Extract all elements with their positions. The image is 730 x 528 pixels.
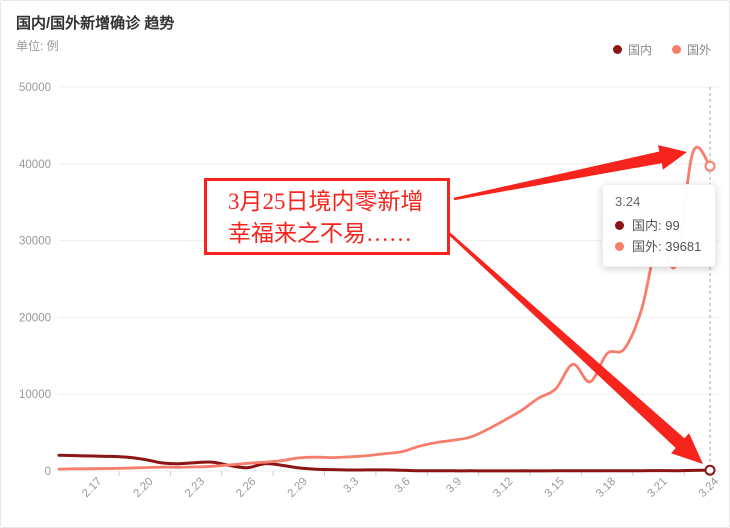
x-axis-label: 2.17 [80, 476, 104, 500]
overseas-dot-icon [615, 242, 624, 251]
x-axis-label: 3.12 [491, 476, 515, 500]
x-axis-label: 2.29 [286, 476, 310, 500]
tooltip-value: 国外: 39681 [632, 239, 702, 254]
domestic-legend-dot-icon [612, 45, 622, 54]
legend-label: 国内 [627, 43, 652, 57]
legend: 国内 国外 [612, 41, 711, 58]
y-axis-label: 0 [45, 466, 51, 478]
x-axis-label: 2.26 [234, 476, 258, 500]
x-axis-label: 2.20 [132, 476, 156, 500]
x-axis-label: 3.18 [594, 476, 618, 500]
x-axis-label: 2.23 [183, 476, 207, 500]
x-axis-label: 3.21 [645, 476, 669, 500]
domestic-dot-icon [615, 221, 624, 230]
series-line-domestic [57, 453, 712, 473]
x-axis-label: 3.3 [342, 476, 362, 496]
tooltip-date: 3.24 [615, 194, 641, 209]
annotation-text-line2: 幸福来之不易…… [228, 221, 412, 246]
legend-item-overseas[interactable]: 国外 [671, 41, 711, 58]
tooltip-row-domestic: 国内: 99 [615, 215, 701, 236]
y-axis-label: 40000 [19, 159, 51, 171]
x-axis-label: 3.9 [444, 476, 464, 496]
overseas-legend-dot-icon [671, 45, 681, 54]
annotation-text-line1: 3月25日境内零新增 [228, 189, 424, 214]
x-axis-label: 3.15 [543, 476, 567, 500]
x-axis-label: 3.24 [697, 475, 722, 500]
page-title: 国内/国外新增确诊 趋势 [16, 15, 175, 32]
y-axis-label: 20000 [19, 312, 51, 324]
tooltip-row-overseas: 国外: 39681 [615, 236, 701, 257]
tooltip-value: 国内: 99 [632, 218, 680, 233]
y-axis-label: 50000 [19, 82, 51, 94]
y-axis-label: 30000 [19, 236, 51, 248]
end-marker-overseas [704, 160, 716, 172]
annotation-box: 3月25日境内零新增 幸福来之不易…… [204, 178, 450, 255]
unit-label: 单位: 例 [16, 39, 59, 53]
chart-tooltip: 3.24 国内: 99 国外: 39681 [602, 184, 717, 267]
y-axis-label: 10000 [19, 389, 51, 401]
x-axis-label: 3.6 [393, 476, 413, 496]
legend-label: 国外 [686, 43, 711, 57]
legend-item-domestic[interactable]: 国内 [612, 41, 652, 58]
end-marker-domestic [704, 464, 716, 476]
